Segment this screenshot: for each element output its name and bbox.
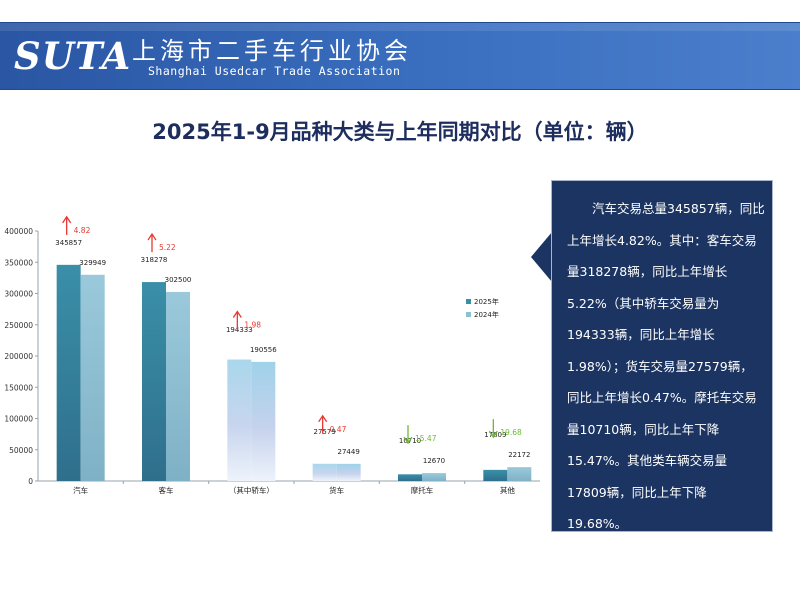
data-label: 22172	[508, 451, 530, 459]
chart-title: 2025年1-9月品种大类与上年同期对比（单位：辆）	[152, 120, 648, 144]
up-arrow-icon	[62, 215, 72, 235]
down-arrow-icon	[403, 425, 413, 445]
summary-callout-box	[551, 180, 773, 532]
bar-2025-0	[56, 264, 81, 481]
y-tick-label: 250000	[4, 321, 33, 330]
data-label: 12670	[423, 457, 445, 465]
y-tick-label: 300000	[4, 290, 33, 299]
y-tick-label: 0	[28, 477, 33, 486]
change-label: 0.47	[330, 425, 347, 434]
up-arrow-icon	[147, 232, 157, 253]
data-label: 329949	[79, 259, 106, 267]
legend-swatch-2024	[466, 312, 471, 317]
bar-2024-4	[422, 473, 446, 481]
legend-swatch-2025	[466, 299, 471, 304]
header-banner	[0, 22, 800, 90]
up-arrow-icon	[232, 310, 242, 330]
callout-pointer	[531, 232, 552, 282]
bar-2025-3	[312, 463, 337, 481]
data-label: 27579	[314, 428, 336, 436]
logo-chinese-text: 上海市二手车行业协会	[132, 37, 412, 65]
x-tick-label: 货车	[329, 485, 344, 495]
bar-chart: 0 50000 100000 150000 200000 250000 300000 3500…	[4, 215, 540, 495]
logo-latin-text: SUTA	[14, 34, 132, 78]
legend-label-2025: 2025年	[474, 297, 499, 306]
change-label: 19.68	[500, 428, 522, 437]
x-tick-label: 摩托车	[411, 485, 434, 495]
y-tick-label: 200000	[4, 352, 33, 361]
x-tick-label: （其中轿车）	[229, 485, 274, 495]
bar-2025-1	[142, 282, 166, 481]
bar-2024-5	[507, 467, 532, 481]
summary-callout-text: 汽车交易总量345857辆，同比上年增长4.82%。其中：客车交易量318278…	[567, 201, 765, 531]
bar-2024-3	[336, 463, 361, 481]
y-tick-label: 400000	[4, 227, 33, 236]
bar-2025-5	[483, 469, 508, 481]
y-tick-label: 50000	[9, 446, 33, 455]
x-tick-label: 汽车	[73, 485, 88, 495]
data-label: 27449	[338, 448, 360, 456]
change-label: 5.22	[159, 243, 176, 252]
bar-2024-1	[166, 291, 190, 481]
change-label: 4.82	[74, 226, 91, 235]
legend-label-2024: 2024年	[474, 310, 499, 319]
y-tick-label: 350000	[4, 258, 33, 267]
data-label: 302500	[165, 276, 192, 284]
x-tick-label: 其他	[500, 485, 515, 495]
x-tick-label: 客车	[159, 485, 174, 495]
data-label: 318278	[141, 256, 168, 264]
bar-2025-2	[227, 359, 252, 481]
bar-2024-0	[80, 274, 105, 481]
bar-2024-2	[251, 361, 276, 481]
logo-english-text: Shanghai Usedcar Trade Association	[148, 64, 401, 78]
y-tick-label: 150000	[4, 383, 33, 392]
data-label: 190556	[250, 346, 277, 354]
change-label: 15.47	[415, 434, 437, 443]
banner-highlight	[0, 23, 800, 31]
data-label: 345857	[55, 239, 82, 247]
change-label: 1.98	[244, 321, 261, 330]
down-arrow-icon	[488, 419, 498, 439]
up-arrow-icon	[318, 414, 328, 434]
y-tick-label: 100000	[4, 415, 33, 424]
data-label: 194333	[226, 326, 253, 334]
bar-2025-4	[398, 474, 422, 481]
